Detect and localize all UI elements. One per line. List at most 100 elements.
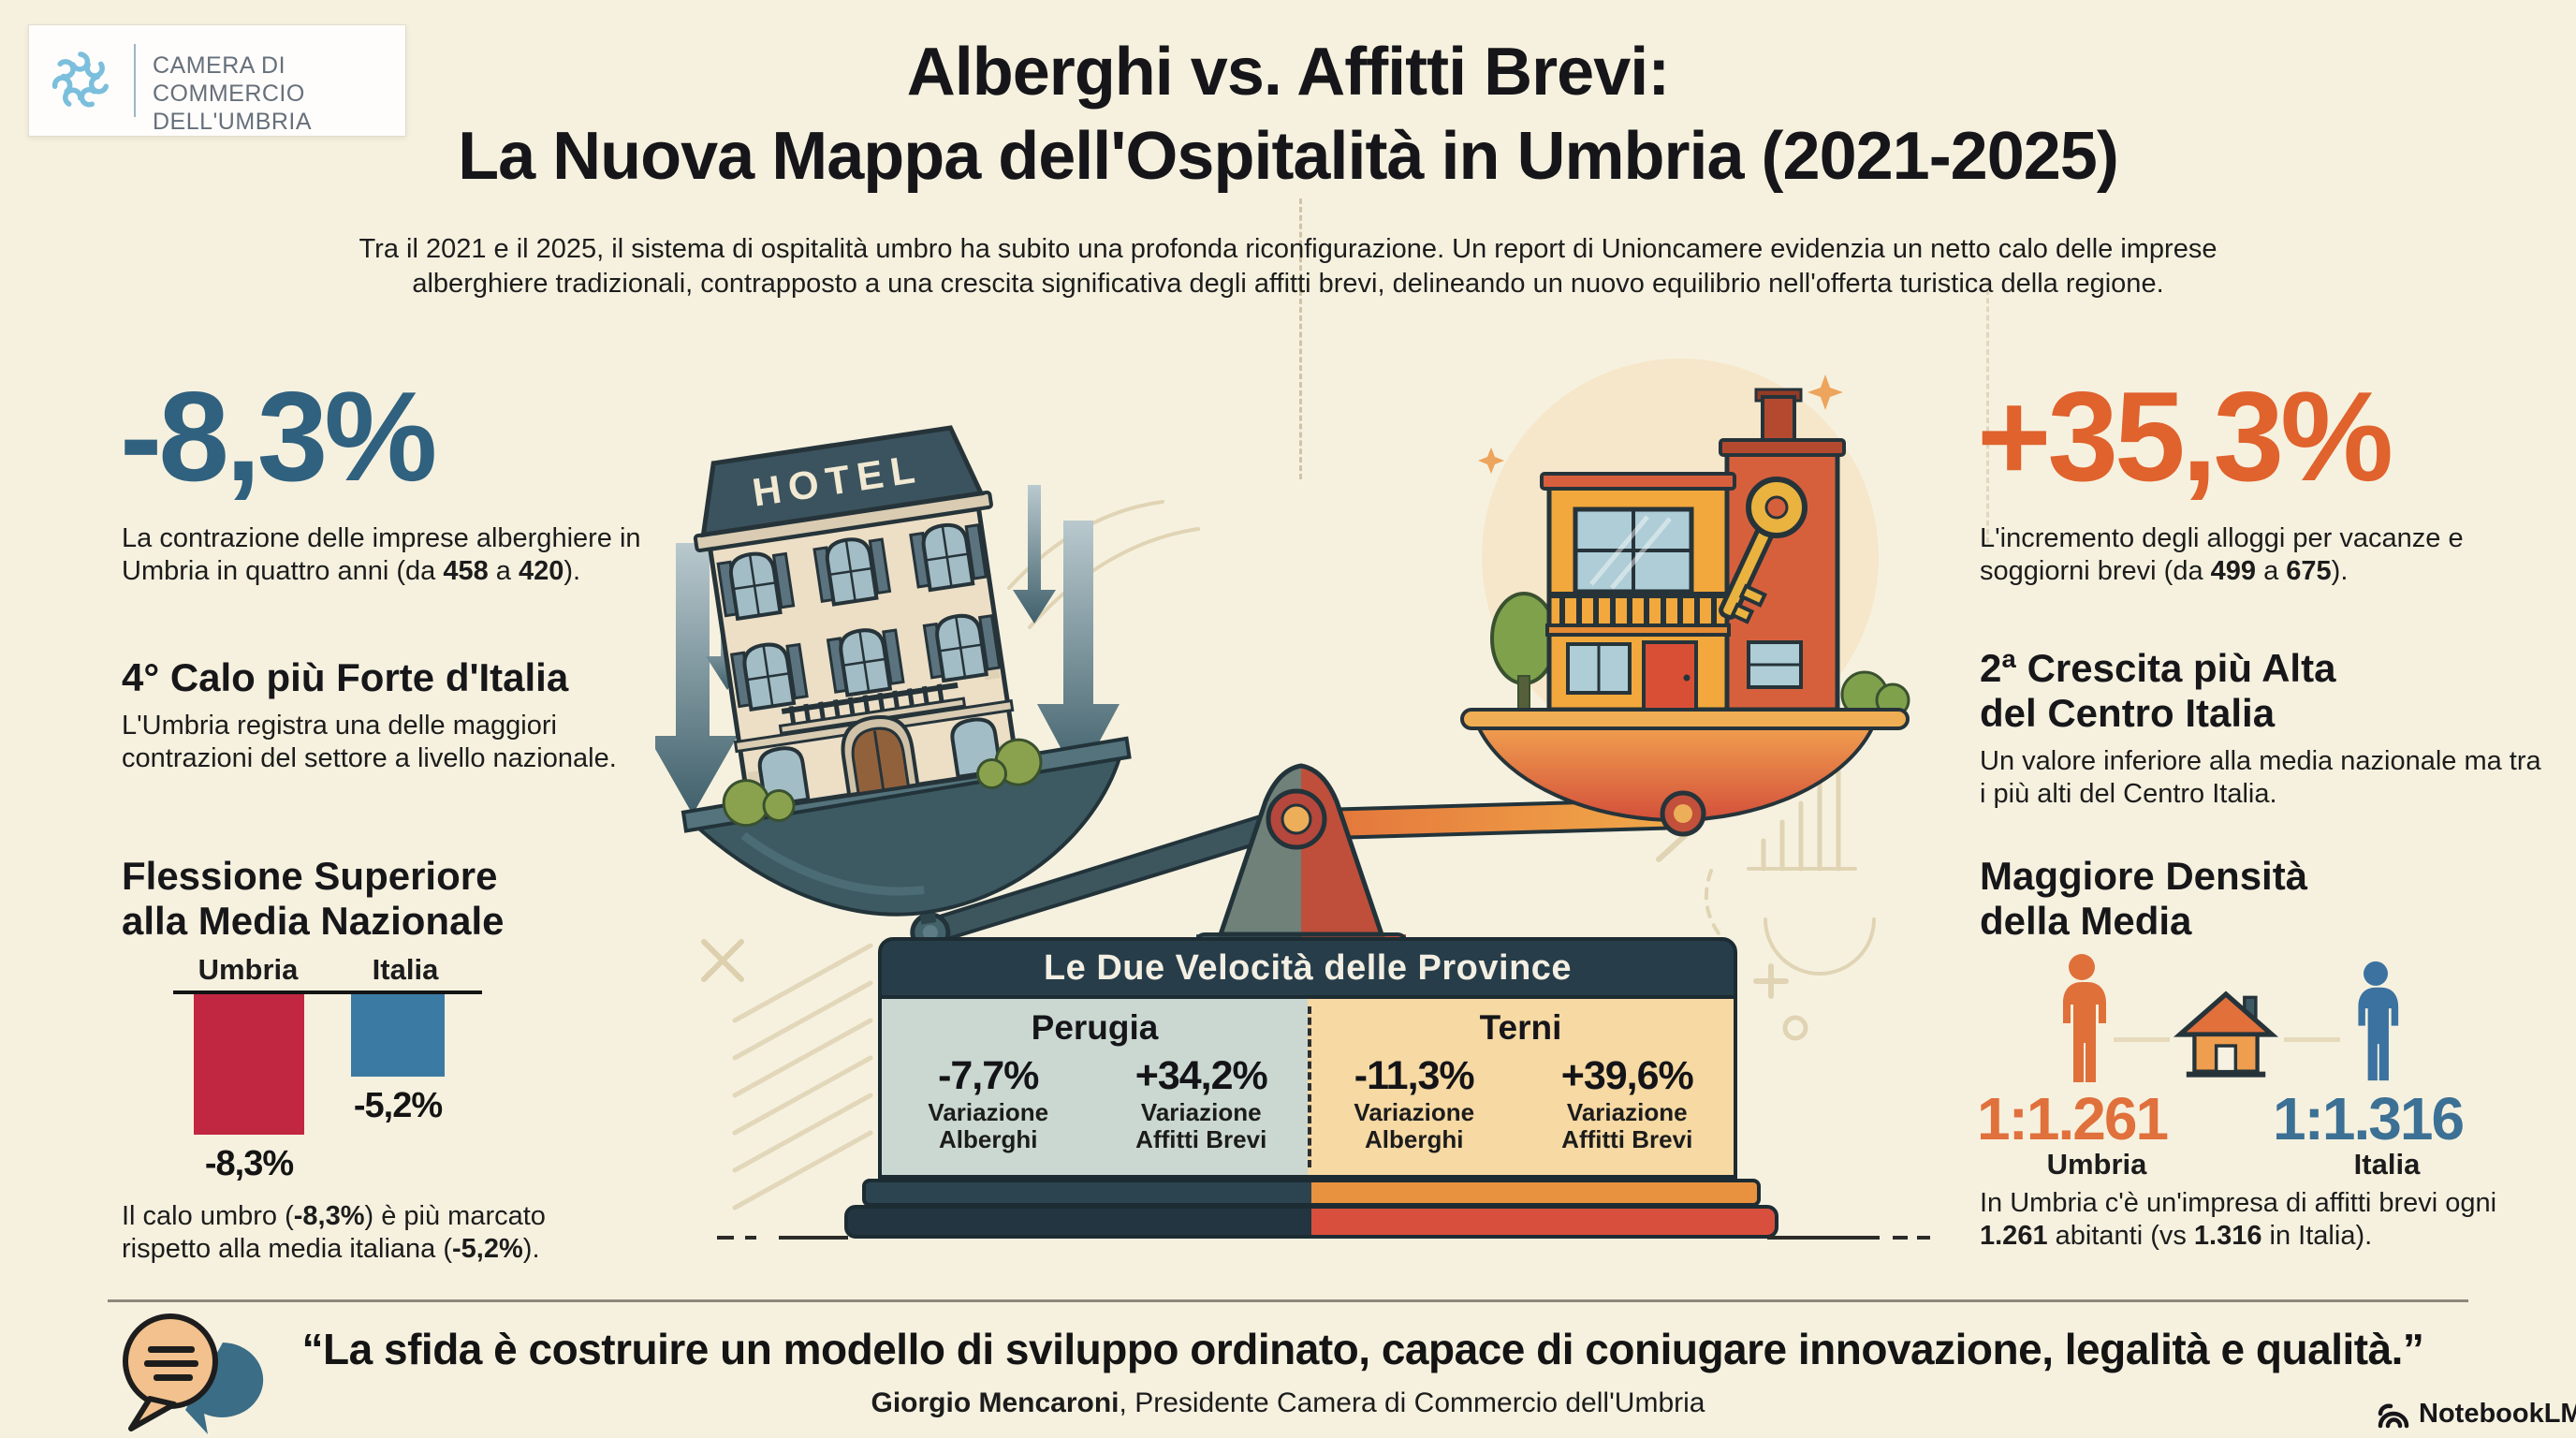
background-decorations	[701, 500, 1876, 1211]
caption-text: ).	[522, 1234, 540, 1264]
mini-chart-title-line1: Flessione Superiore	[122, 854, 498, 898]
hotels-rank-body: L'Umbria registra una delle maggiori con…	[122, 711, 617, 773]
notebooklm-icon	[2378, 1403, 2409, 1428]
density-label-italia: Italia	[2353, 1148, 2421, 1181]
ground-dash	[717, 1236, 734, 1240]
ground-line-left	[779, 1236, 848, 1240]
label-line: Variazione	[1354, 1098, 1475, 1126]
mini-chart-caption: Il calo umbro (-8,3%) è più marcato risp…	[122, 1200, 632, 1266]
density-dash-left	[2114, 1037, 2170, 1042]
scale-fulcrum	[1194, 763, 1408, 961]
logo-org-name: CAMERA DI COMMERCIO DELL'UMBRIA	[153, 51, 405, 136]
caption-number: 675	[2286, 556, 2332, 586]
hotels-rank-title: 4° Calo più Forte d'Italia	[122, 655, 569, 699]
key-icon	[1719, 477, 1808, 624]
terni-rentals-value: +39,6%	[1560, 1053, 1694, 1098]
density-caption: In Umbria c'è un'impresa di affitti brev…	[1980, 1187, 2551, 1253]
sparkle-icons	[1478, 374, 1843, 474]
label-line: Affitti Brevi	[1561, 1125, 1693, 1153]
density-ratio-umbria: 1:1.261	[1977, 1085, 2169, 1152]
rentals-rank-title-line2: del Centro Italia	[1980, 691, 2276, 735]
person-italia-icon	[2358, 961, 2399, 1081]
caption-text: La contrazione delle imprese alberghiere…	[122, 523, 641, 586]
hotels-decline-stat: -8,3%	[120, 365, 437, 507]
density-label-umbria: Umbria	[2046, 1148, 2147, 1181]
mini-chart-label-umbria: Umbria	[198, 953, 299, 986]
caption-number: 420	[518, 556, 564, 586]
notebooklm-label: NotebookLM	[2419, 1399, 2576, 1429]
caption-text: a	[2256, 556, 2287, 586]
perugia-rentals-stat: +34,2% Variazione Affitti Brevi	[1104, 1053, 1299, 1153]
caption-number: -8,3%	[293, 1201, 365, 1231]
province-name-terni: Terni	[1479, 1008, 1562, 1047]
table-base-step	[862, 1179, 1761, 1207]
perugia-rentals-label: Variazione Affitti Brevi	[1104, 1099, 1299, 1153]
perugia-rentals-value: +34,2%	[1134, 1053, 1268, 1098]
table-dashed-divider	[1308, 1006, 1311, 1167]
quote-author: Giorgio Mencaroni	[871, 1387, 1120, 1418]
center-dashed-line	[1299, 198, 1302, 479]
house-density-icon	[2174, 990, 2278, 1078]
density-title-line1: Maggiore Densità	[1980, 854, 2308, 898]
province-panel-perugia: Perugia -7,7% Variazione Alberghi +34,2%…	[882, 999, 1308, 1175]
terni-hotels-value: -11,3%	[1354, 1053, 1475, 1098]
hotel-pan-group: HOTEL	[681, 425, 1132, 953]
province-panel-terni: Terni -11,3% Variazione Alberghi +39,6% …	[1308, 999, 1734, 1175]
perugia-hotels-stat: -7,7% Variazione Alberghi	[890, 1053, 1086, 1153]
page-title-line2: La Nuova Mappa dell'Ospitalità in Umbria…	[458, 119, 2119, 194]
caption-text: ).	[2331, 556, 2349, 586]
label-line: Alberghi	[1365, 1125, 1464, 1153]
caption-number: -5,2%	[452, 1234, 523, 1264]
caption-text: a	[488, 556, 519, 586]
caption-number: 499	[2210, 556, 2257, 586]
mini-chart-title: Flessione Superiore alla Media Nazionale	[122, 854, 504, 944]
perugia-hotels-label: Variazione Alberghi	[890, 1099, 1086, 1153]
quote-author-role: , Presidente Camera di Commercio dell'Um…	[1119, 1387, 1705, 1418]
ground-dash	[1893, 1236, 1908, 1240]
right-dashed-line	[1986, 281, 1989, 543]
logo-org-line2: DELL'UMBRIA	[153, 109, 313, 135]
terni-hotels-stat: -11,3% Variazione Alberghi	[1316, 1053, 1512, 1153]
mini-chart-bar-italia	[351, 994, 445, 1077]
person-umbria-icon	[2063, 954, 2106, 1082]
subtitle-line1: Tra il 2021 e il 2025, il sistema di osp…	[359, 234, 2217, 264]
province-name-perugia: Perugia	[1031, 1008, 1159, 1047]
balance-scale-illustration: HOTEL	[655, 359, 1910, 1211]
logo-org-line1: CAMERA DI COMMERCIO	[153, 52, 305, 107]
label-line: Variazione	[928, 1098, 1049, 1126]
logo-divider	[134, 44, 136, 117]
caption-text: L'incremento degli alloggi per vacanze e…	[1980, 523, 2464, 586]
speech-bubbles-icon	[123, 1313, 264, 1434]
caption-text: ) è più marcato rispetto alla media ital…	[122, 1201, 546, 1264]
hotels-decline-caption: La contrazione delle imprese alberghiere…	[122, 522, 683, 588]
footer-divider	[108, 1299, 2468, 1302]
density-title: Maggiore Densità della Media	[1980, 854, 2307, 944]
caption-text: In Umbria c'è un'impresa di affitti brev…	[1980, 1188, 2497, 1218]
ground-dash	[1917, 1236, 1930, 1240]
quote-text: “La sfida è costruire un modello di svil…	[301, 1325, 2424, 1373]
mini-chart-title-line2: alla Media Nazionale	[122, 899, 505, 943]
ground-line-right	[1767, 1236, 1880, 1240]
caption-text: ).	[564, 556, 581, 586]
table-base	[844, 1205, 1778, 1239]
caption-text: in Italia).	[2261, 1221, 2373, 1251]
quote-attribution: Giorgio Mencaroni, Presidente Camera di …	[0, 1387, 2576, 1419]
terni-rentals-label: Variazione Affitti Brevi	[1530, 1099, 1725, 1153]
density-title-line2: della Media	[1980, 899, 2192, 943]
hotel-windows	[716, 522, 1002, 712]
camera-commercio-logo: CAMERA DI COMMERCIO DELL'UMBRIA	[28, 24, 406, 137]
provinces-table: Le Due Velocità delle Province Perugia -…	[844, 937, 1778, 1239]
rentals-growth-stat: +35,3%	[1977, 365, 2393, 507]
label-line: Variazione	[1566, 1098, 1688, 1126]
subtitle-line2: alberghiere tradizionali, contrapposto a…	[412, 269, 2164, 299]
rentals-rank-body: Un valore inferiore alla media nazionale…	[1980, 746, 2541, 809]
caption-number: 1.261	[1980, 1221, 2048, 1251]
page-subtitle: Tra il 2021 e il 2025, il sistema di osp…	[0, 232, 2576, 301]
caption-text: Il calo umbro (	[122, 1201, 294, 1231]
rentals-rank-title: 2ª Crescita più Alta del Centro Italia	[1980, 646, 2335, 736]
caption-text: abitanti (vs	[2047, 1221, 2194, 1251]
caption-number: 458	[443, 556, 489, 586]
density-ratio-italia: 1:1.316	[2273, 1085, 2465, 1152]
camera-commercio-swirl-icon	[51, 51, 110, 108]
terni-hotels-label: Variazione Alberghi	[1316, 1099, 1512, 1153]
